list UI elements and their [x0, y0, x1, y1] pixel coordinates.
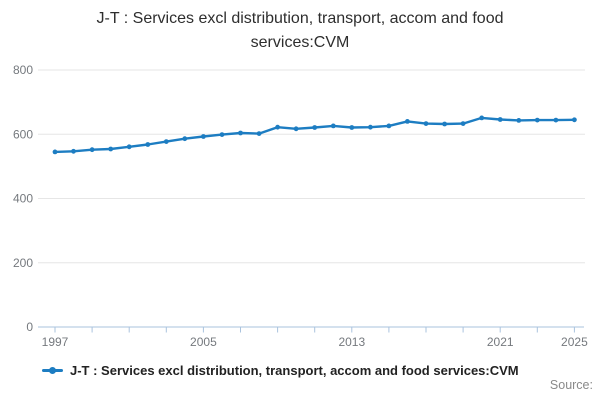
data-point-2004[interactable]: [182, 136, 188, 142]
data-point-2014[interactable]: [368, 124, 373, 130]
data-point-2012[interactable]: [330, 123, 336, 129]
x-axis-tick-label: 2025: [561, 335, 588, 349]
chart-title-line-2: services:CVM: [250, 34, 350, 51]
data-point-2000[interactable]: [108, 146, 114, 152]
data-point-2010[interactable]: [293, 126, 299, 132]
series-line: [53, 116, 576, 154]
data-point-2008[interactable]: [256, 131, 262, 137]
data-point-2009[interactable]: [275, 124, 280, 130]
y-axis-tick-label: 0: [26, 320, 33, 334]
chart-title-line-1: J-T : Services excl distribution, transp…: [96, 10, 504, 27]
legend-label: J-T : Services excl distribution, transp…: [70, 363, 519, 378]
data-point-1997[interactable]: [52, 149, 58, 155]
data-point-2002[interactable]: [145, 142, 151, 147]
data-point-2025[interactable]: [572, 117, 577, 123]
data-point-2003[interactable]: [163, 139, 169, 145]
data-point-2022[interactable]: [516, 118, 522, 123]
x-axis-tick-label: 2005: [190, 335, 217, 349]
data-point-2001[interactable]: [126, 144, 132, 150]
x-axis-tick-label: 1997: [42, 335, 69, 349]
data-point-2023[interactable]: [534, 117, 540, 123]
legend-item-series-1[interactable]: J-T : Services excl distribution, transp…: [42, 363, 519, 378]
y-axis-tick-label: 800: [13, 63, 33, 77]
x-axis-tick-label: 2021: [487, 335, 514, 349]
data-point-2011[interactable]: [312, 125, 318, 130]
data-point-2007[interactable]: [238, 130, 243, 136]
data-point-2005[interactable]: [201, 134, 206, 139]
data-point-2024[interactable]: [553, 117, 559, 123]
data-point-1999[interactable]: [89, 147, 95, 153]
legend-line-marker-icon: [42, 366, 63, 375]
data-point-2016[interactable]: [405, 119, 410, 124]
data-point-2013[interactable]: [349, 125, 355, 130]
data-point-2018[interactable]: [442, 121, 447, 127]
y-axis-tick-label: 400: [13, 192, 33, 206]
data-point-1998[interactable]: [71, 148, 76, 154]
data-point-2020[interactable]: [479, 115, 485, 121]
data-point-2006[interactable]: [219, 132, 225, 138]
y-axis-tick-label: 200: [13, 256, 33, 270]
data-point-2015[interactable]: [386, 123, 392, 129]
y-axis-tick-label: 600: [13, 127, 33, 141]
source-label: Source:: [549, 378, 593, 392]
data-point-2021[interactable]: [497, 117, 503, 122]
data-point-2017[interactable]: [423, 121, 429, 126]
x-axis-tick-label: 2013: [338, 335, 365, 349]
chart-title: J-T : Services excl distribution, transp…: [0, 7, 600, 55]
data-point-2019[interactable]: [460, 121, 466, 126]
